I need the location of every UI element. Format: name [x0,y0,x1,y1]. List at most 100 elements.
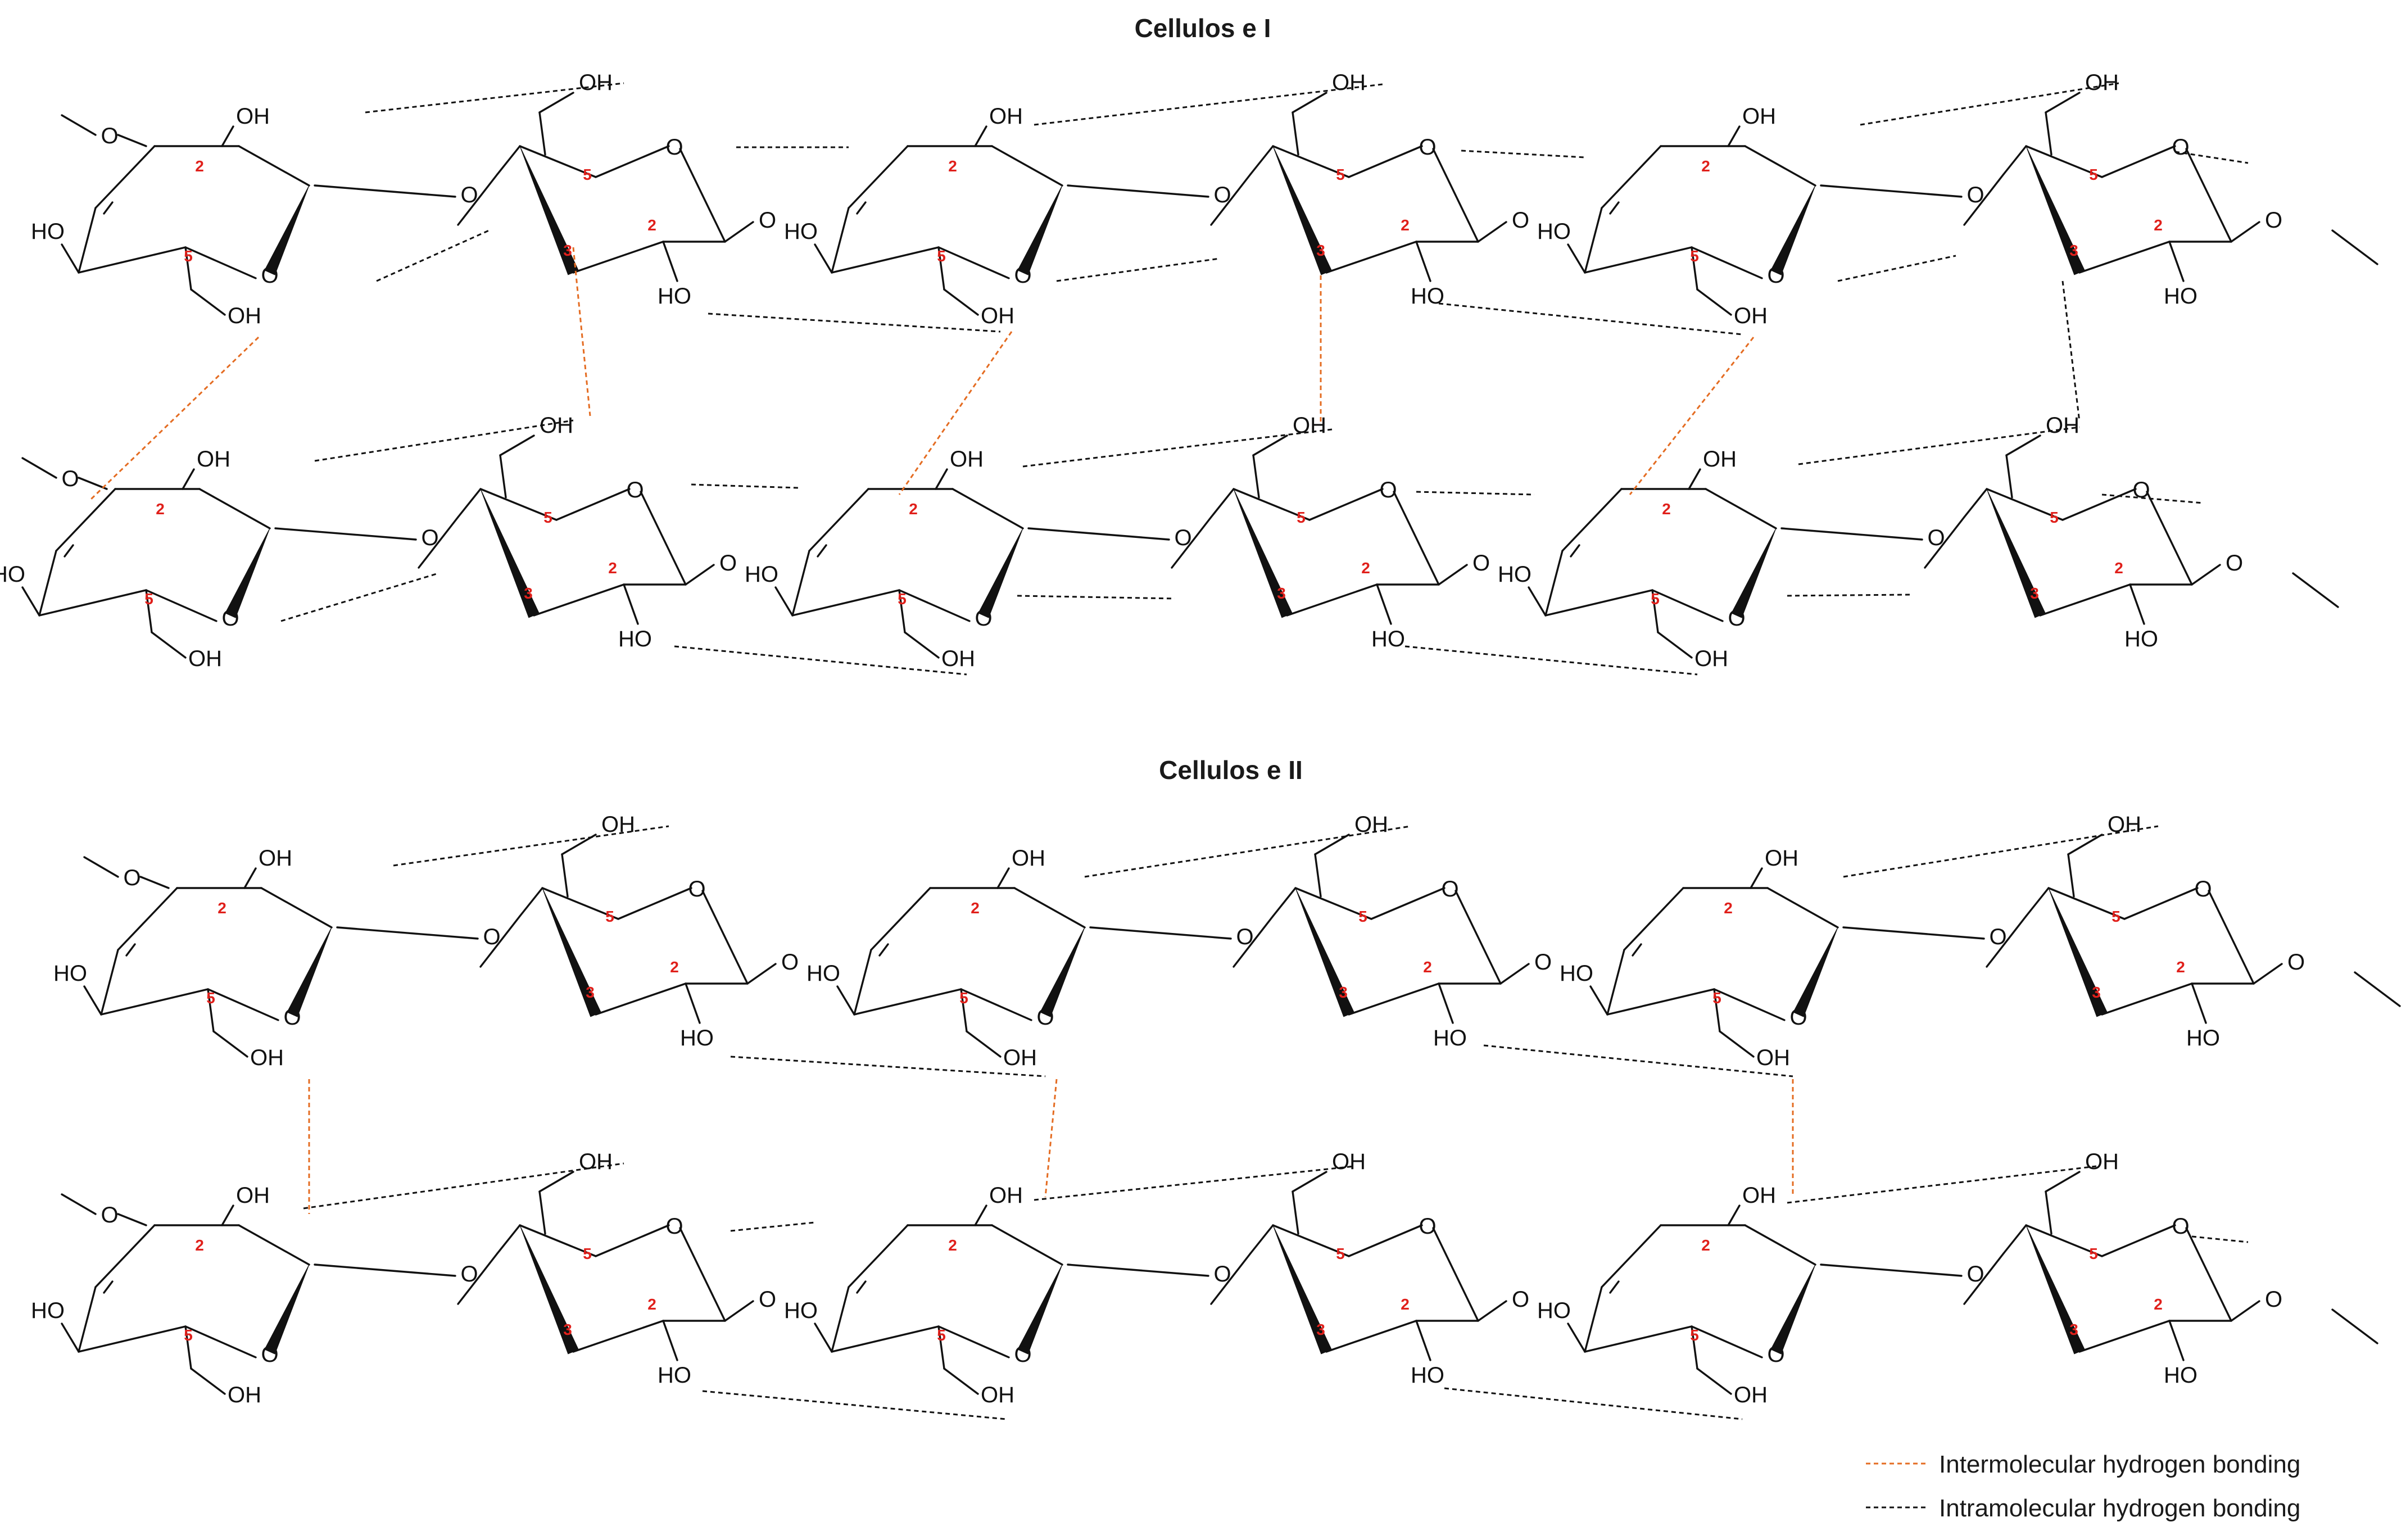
carbon-number-5: 5 [2112,908,2120,925]
glyco-bond [479,915,521,968]
carbon-number-5: 5 [2089,1245,2098,1262]
ring-bond [103,201,114,215]
c6-bond [190,288,226,316]
carbon-number-2: 2 [1401,1296,1410,1313]
ring-oxygen-label: O [665,1214,683,1239]
oh-bond [935,468,948,490]
ring-bond [848,1224,909,1288]
hydroxyl-label: OH [2085,70,2119,95]
ring-bond [94,145,156,209]
carbon-number-2: 2 [156,500,165,518]
ring-bold-bond [184,1325,257,1358]
intramolecular-hbond [1843,825,2159,878]
glyco-bond [724,1300,754,1322]
oh-bond [243,867,257,889]
oh-bond [1567,243,1586,274]
intramolecular-hbond [365,82,624,114]
end-oxygen-label: O [123,866,141,890]
ring-bond [519,1224,597,1257]
glyco-bond [1842,926,1985,940]
hydroxyl-label: OH [250,1045,284,1070]
carbon-number-2: 2 [2176,958,2185,976]
oh-bond [1750,867,1763,889]
hydroxyl-label: HO [806,961,840,986]
ring-bold-bond [791,589,900,617]
carbon-number-2: 2 [909,500,918,518]
intermolecular-hbond [89,336,260,501]
ring-bond [2123,887,2199,920]
intramolecular-hbond [376,229,490,282]
ring-bond [595,145,670,178]
ring-bold-bond [831,1325,940,1353]
hydroxyl-label: OH [579,1149,613,1174]
ring-bold-bond [184,246,257,279]
ring-bond [1272,145,1350,178]
ring-bold-bond [831,246,940,274]
ring-bond [870,887,931,951]
glyco-bond [314,184,456,198]
carbon-number-2: 2 [608,559,617,577]
carbon-number-5: 5 [543,509,552,526]
carbon-number-5: 5 [184,247,193,265]
ring-bold-bond [100,988,209,1016]
ring-bond [100,949,119,1016]
hydroxyl-label: HO [31,1298,65,1323]
intramolecular-hbond [1034,83,1383,126]
glyco-bond [2191,564,2221,586]
ring-bond [94,1224,156,1288]
carbon-number-5: 5 [1712,989,1721,1007]
carbon-number-5: 5 [1336,1245,1345,1262]
intramolecular-hbond [1798,426,2080,465]
c6-bond [937,1325,945,1370]
intramolecular-hbond [1860,82,2119,126]
hydroxyl-label: HO [0,562,25,587]
ring-bold-bond [1325,1320,1417,1353]
carbon-number-2: 2 [218,899,226,917]
ring-bold-bond [937,1325,1010,1358]
glyco-oxygen-label: O [781,950,799,975]
glyco-bond [1963,1252,2005,1305]
c6-bond [1292,1190,1299,1235]
oh-bond [836,985,855,1016]
carbon-number-3: 3 [1277,585,1286,602]
oh-bond [2129,583,2145,625]
ring-bond [1544,550,1564,617]
c6-bond [1314,834,1350,855]
ring-bond [64,544,74,558]
ring-bond [856,1280,867,1294]
c6-bond [1651,589,1659,633]
c6-bond [207,988,215,1032]
c6-bond [212,1030,248,1058]
c6-bond [960,988,968,1032]
c6-bond [1719,1030,1755,1058]
ring-wedge [225,528,270,618]
glyco-bond [746,963,777,985]
oh-bond [2168,241,2185,282]
intramolecular-hbond [691,483,799,489]
glyco-bond [457,1252,499,1305]
hydroxyl-label: HO [2164,284,2197,309]
hydroxyl-label: OH [1332,70,1366,95]
ring-bold-bond [2078,241,2171,274]
intermolecular-hbond [1629,337,1755,495]
ring-bond [2002,1224,2027,1254]
ring-bond [2101,145,2176,178]
ring-bond [878,943,889,957]
carbon-number-2: 2 [2154,216,2163,234]
ring-bond [1393,491,1440,586]
ring-bond [1609,201,1620,215]
hydroxyl-label: OH [1332,1149,1366,1174]
glyco-bond [1027,527,1170,541]
oh-bond [662,1320,678,1361]
ring-oxygen-label: O [1419,1214,1436,1239]
ring-bond [817,544,827,558]
c6-bond [2045,1171,2081,1193]
ring-oxygen-label: O [1014,263,1031,288]
oh-bond [221,125,234,147]
ring-bold-bond [1651,589,1724,622]
hydroxyl-label: HO [1411,284,1444,309]
carbon-number-2: 2 [1361,559,1370,577]
ring-bond [1744,145,1816,187]
c6-bond [1252,454,1260,499]
